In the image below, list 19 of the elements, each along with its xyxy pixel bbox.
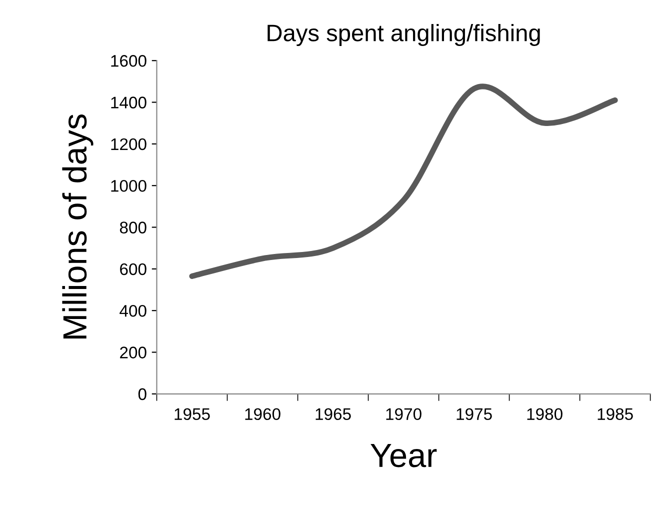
y-tick-label: 800 <box>120 222 146 234</box>
x-tick-label: 1970 <box>386 408 422 420</box>
x-tick-label: 1955 <box>174 408 210 420</box>
x-tick-label: 1980 <box>527 408 562 420</box>
y-tick-label: 400 <box>120 304 146 317</box>
chart-title: Days spent angling/fishing <box>268 24 540 46</box>
y-tick-label: 200 <box>120 346 146 358</box>
y-tick-label: 1000 <box>111 180 146 192</box>
x-axis-title: Year <box>370 444 437 468</box>
y-axis-title: Millions of days <box>62 114 94 338</box>
y-tick-label: 600 <box>120 263 146 276</box>
y-tick-label: 1600 <box>111 55 146 67</box>
y-tick-label: 0 <box>138 388 146 400</box>
x-tick-label: 1985 <box>598 408 633 420</box>
x-tick-label: 1960 <box>245 408 280 420</box>
y-tick-label: 1200 <box>111 138 146 150</box>
x-tick-label: 1975 <box>456 408 492 420</box>
x-tick-label: 1965 <box>316 408 351 420</box>
y-tick-label: 1400 <box>111 96 146 108</box>
